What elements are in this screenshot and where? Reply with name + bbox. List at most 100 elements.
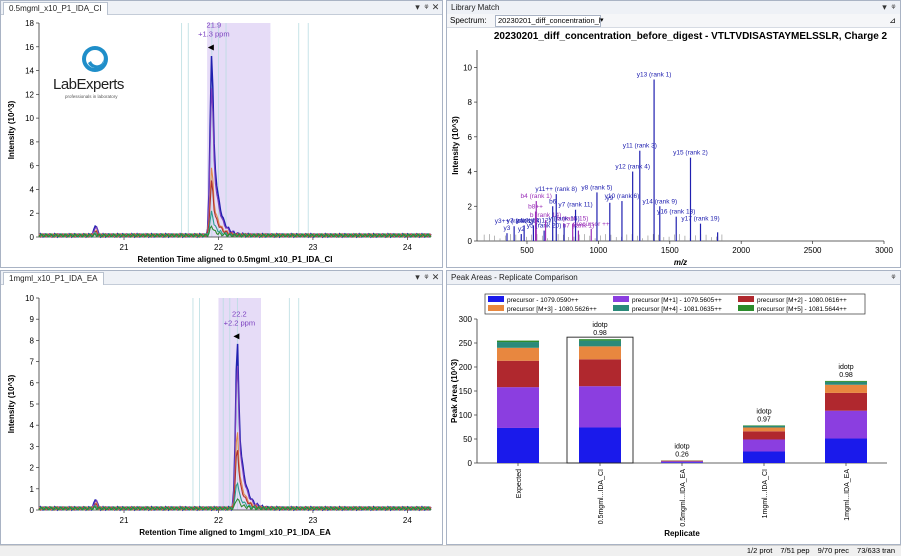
status-proteins: 1/2 prot [746, 546, 773, 555]
spectrum-label: Spectrum: [450, 16, 487, 25]
peak-annotation: y3++ (rank 1) [495, 218, 534, 225]
stacked-bar-segment [825, 381, 867, 385]
y-tick-label: 4 [468, 168, 473, 177]
y-tick-label: 4 [30, 421, 35, 430]
peak-areas-chart[interactable]: precursor - 1079.0590++ precursor [M+1] -… [447, 285, 900, 545]
peak-annotation: y14 (rank 9) [642, 198, 677, 205]
legend-label: precursor - 1079.0590++ [507, 297, 579, 304]
peak-apex-marker [207, 44, 214, 51]
x-tick-label: 21 [120, 243, 129, 252]
chromatogram-pane-bottom: 1mgml_x10_P1_IDA_EA ▾ ᵠ ✕ 0 1 2 3 4 5 6 7 8 9 10 21 22… [0, 270, 443, 545]
pin-icon[interactable]: ᵠ [891, 2, 896, 12]
x-tick-label: 0.5mgml...IDA_CI [598, 469, 605, 524]
peak-annotation: y7 (rank 11) [558, 202, 592, 209]
stacked-bar-segment [579, 340, 621, 347]
library-pane-controls: ▾ ᵠ [880, 1, 898, 14]
tab-chromatogram-top[interactable]: 0.5mgml_x10_P1_IDA_CI [3, 2, 108, 15]
chromatogram-pane-top: 0.5mgml_x10_P1_IDA_CI ▾ ᵠ ✕ 0 2 4 6 8 10 12 14 16 1… [0, 0, 443, 268]
library-match-title: Library Match [451, 3, 500, 12]
x-tick-label: 23 [308, 243, 317, 252]
peak-areas-title: Peak Areas - Replicate Comparison [451, 273, 578, 282]
pane-controls-bottom: ▾ ᵠ ✕ [413, 271, 440, 284]
peak-annotation: y16 (rank 13) [657, 209, 695, 216]
y-tick-label: 6 [30, 379, 35, 388]
peak-annotation: b (rank 14) [530, 212, 561, 219]
y-tick-label: 0 [30, 233, 35, 242]
chart-legend: precursor - 1079.0590++ precursor [M+1] -… [484, 293, 866, 315]
y-tick-label: 10 [463, 63, 472, 72]
pin-icon[interactable]: ᵠ [424, 2, 429, 12]
x-tick-label: 0.5mgml...IDA_EA [680, 469, 687, 527]
x-tick-label: 1mgml...IDA_CI [762, 469, 769, 518]
stacked-bar-segment [497, 342, 539, 348]
stacked-bar-segment [579, 339, 621, 341]
peak-areas-titlebar: Peak Areas - Replicate Comparison ᵠ [447, 271, 900, 285]
idotp-value: 0.98 [839, 372, 853, 379]
stacked-bar-segment [661, 461, 703, 463]
peak-ppm-label: +2.2 ppm [224, 318, 255, 327]
peak-annotation: y8 (rank 5) [581, 184, 612, 191]
peak-areas-pane: Peak Areas - Replicate Comparison ᵠ prec… [446, 270, 901, 545]
y-tick-label: 8 [30, 138, 35, 147]
stacked-bar-segment [661, 462, 703, 463]
tab-chromatogram-bottom[interactable]: 1mgml_x10_P1_IDA_EA [3, 272, 104, 285]
y-tick-label: 2 [30, 464, 35, 473]
legend-label: precursor [M+4] - 1081.0635++ [632, 306, 722, 313]
x-axis-label: m/z [674, 258, 687, 267]
stacked-bar-segment [661, 460, 703, 462]
chromatogram-tabbar-top: 0.5mgml_x10_P1_IDA_CI ▾ ᵠ ✕ [1, 1, 442, 15]
peak-annotation: b6 [549, 198, 557, 205]
x-tick-label: 2000 [732, 246, 750, 255]
dropdown-icon[interactable]: ▾ [415, 2, 420, 12]
peak-annotation: y11++ (rank 8) [535, 186, 577, 193]
y-tick-label: 300 [459, 315, 473, 324]
peak-annotation: y9 [606, 195, 613, 202]
x-tick-label: 1mgml...IDA_EA [844, 469, 851, 521]
stacked-bar-segment [579, 386, 621, 428]
pane-controls-top: ▾ ᵠ ✕ [413, 1, 440, 14]
pin-icon[interactable]: ᵠ [891, 272, 896, 282]
idotp-value: 0.26 [675, 451, 689, 458]
idotp-label: idotp [592, 322, 607, 329]
idotp-label: idotp [838, 364, 853, 371]
idotp-label: idotp [756, 408, 771, 415]
y-axis-label: Intensity (10^3) [7, 374, 16, 433]
y-tick-label: 12 [25, 90, 34, 99]
stacked-bar-segment [825, 392, 867, 411]
y-tick-label: 3 [30, 442, 35, 451]
stacked-bar-segment [497, 427, 539, 463]
x-tick-label: 21 [120, 516, 129, 525]
spectrum-select[interactable]: 20230201_diff_concentration_befc [495, 15, 601, 27]
legend-label: precursor [M+5] - 1081.5644++ [757, 306, 847, 313]
stacked-bar-segment [743, 451, 785, 463]
x-tick-label: 22 [214, 243, 223, 252]
y-tick-label: 9 [30, 315, 35, 324]
library-match-pane: Library Match ▾ ᵠ Spectrum: 20230201_diff… [446, 0, 901, 268]
legend-box [484, 293, 866, 315]
close-icon[interactable]: ✕ [431, 272, 440, 282]
y-tick-label: 7 [30, 358, 35, 367]
y-axis-label: Peak Area (10^3) [450, 359, 459, 423]
spectrum-plot[interactable]: 20230201_diff_concentration_before_diges… [447, 28, 900, 268]
legend-swatch [613, 296, 629, 302]
y-tick-label: 10 [25, 294, 34, 303]
peak-annotation: precursor ++ [573, 221, 610, 228]
dock-pin-icon[interactable]: ⊿ [889, 16, 896, 25]
peak-annotation: y13 (rank 1) [637, 72, 672, 79]
chevron-down-icon[interactable]: ▾ [600, 17, 604, 24]
pin-icon[interactable]: ᵠ [424, 272, 429, 282]
y-tick-label: 18 [25, 19, 34, 28]
peak-annotation: y3 [504, 225, 511, 232]
close-icon[interactable]: ✕ [431, 2, 440, 12]
legend-swatch [488, 296, 504, 302]
x-tick-label: 24 [403, 243, 412, 252]
labexperts-logo: LabExperts professionals in laboratory [53, 46, 124, 99]
dropdown-icon[interactable]: ▾ [882, 2, 887, 12]
peak-annotation: y2 [518, 226, 525, 233]
dropdown-icon[interactable]: ▾ [415, 272, 420, 282]
peak-annotation: b7 (rank 1) [563, 223, 594, 230]
x-axis-label: Replicate [664, 529, 700, 538]
x-tick-label: 24 [403, 516, 412, 525]
